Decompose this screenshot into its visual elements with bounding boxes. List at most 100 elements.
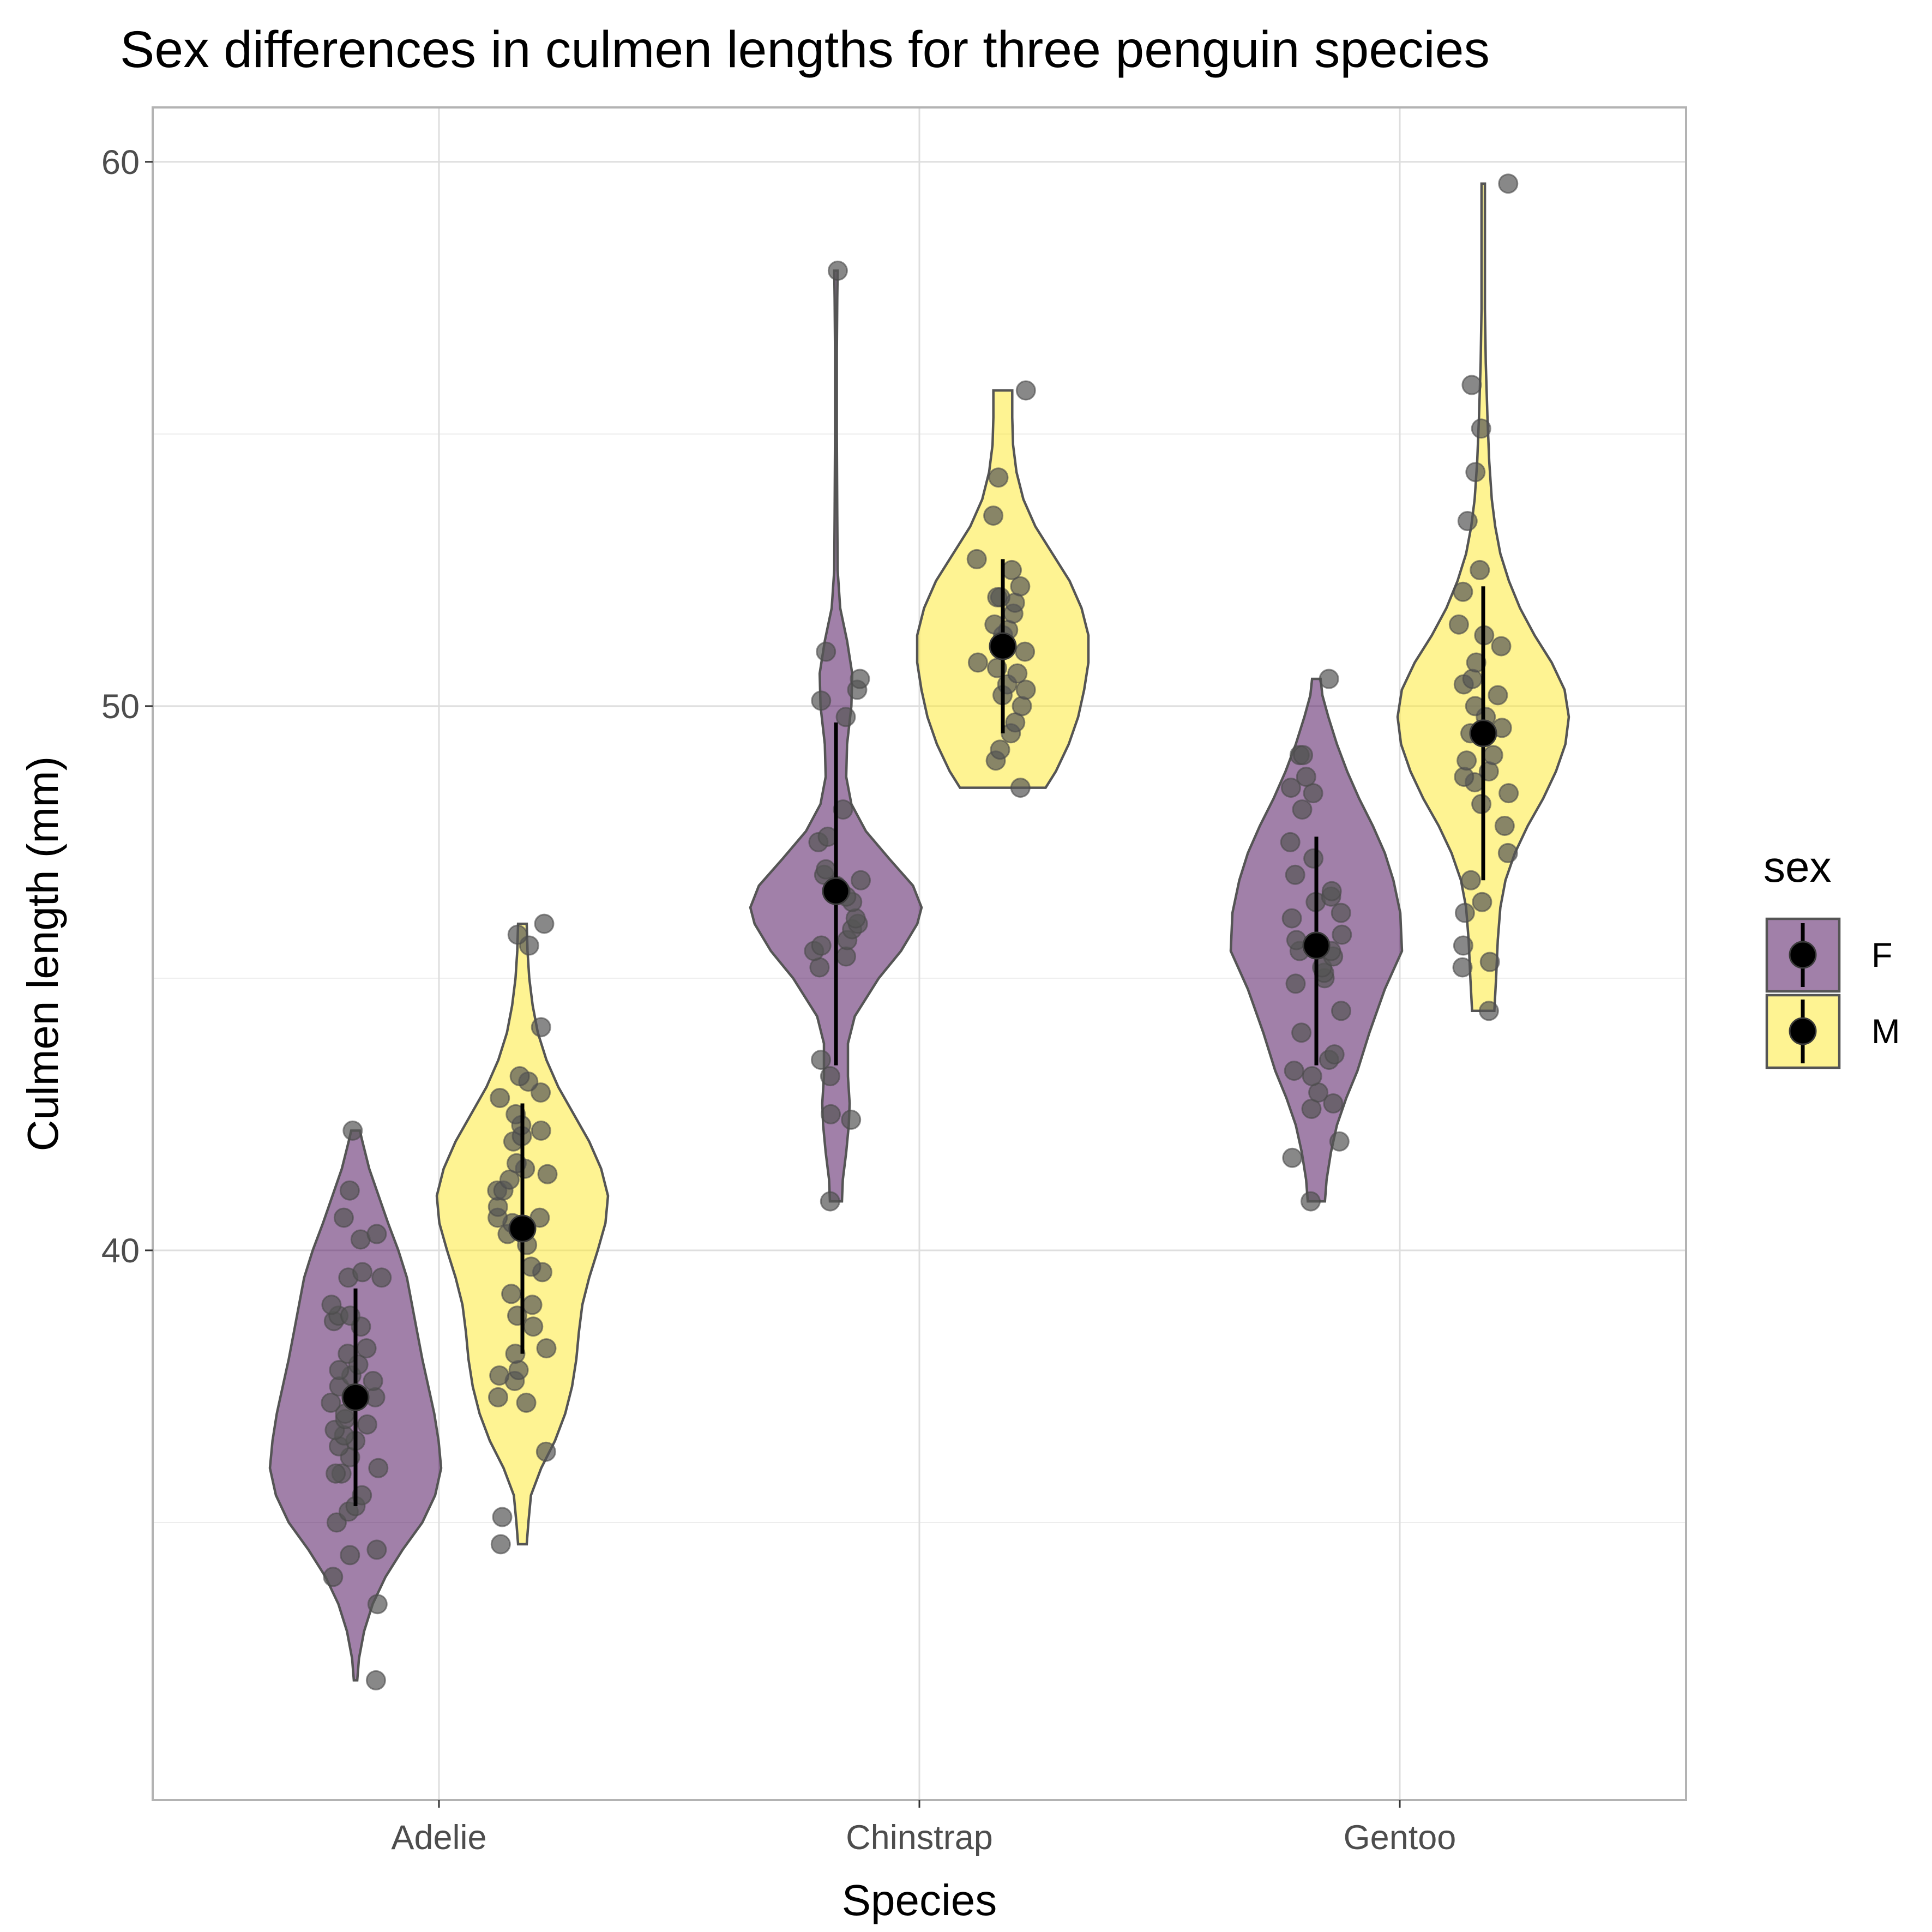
data-point bbox=[1319, 669, 1339, 689]
data-point bbox=[323, 1567, 344, 1587]
data-point bbox=[833, 799, 853, 820]
data-point bbox=[1285, 864, 1305, 885]
data-point bbox=[1466, 652, 1486, 673]
mean-point-adelie-F bbox=[341, 1383, 370, 1411]
data-point bbox=[535, 1441, 556, 1462]
data-point bbox=[505, 1104, 526, 1124]
y-tick-label: 60 bbox=[101, 143, 140, 182]
data-point bbox=[365, 1670, 386, 1690]
legend-label-F: F bbox=[1871, 936, 1892, 974]
data-point bbox=[1015, 380, 1036, 401]
mean-point-chinstrap-F bbox=[822, 877, 850, 905]
y-axis-title: Culmen length (mm) bbox=[19, 756, 67, 1152]
data-point bbox=[821, 1104, 841, 1124]
data-point bbox=[841, 1109, 862, 1130]
data-point bbox=[1324, 1044, 1345, 1065]
legend-key-point-M bbox=[1789, 1017, 1817, 1045]
x-axis-ticks: Adelie Chinstrap Gentoo bbox=[391, 1800, 1456, 1857]
chart-title: Sex differences in culmen lengths for th… bbox=[120, 21, 1490, 79]
data-point bbox=[536, 1338, 557, 1359]
data-point bbox=[1460, 870, 1481, 890]
data-point bbox=[521, 1256, 541, 1277]
data-point bbox=[1010, 576, 1031, 597]
legend-label-M: M bbox=[1871, 1013, 1900, 1051]
data-point bbox=[1461, 375, 1482, 395]
data-point bbox=[1002, 559, 1022, 580]
data-point bbox=[811, 1050, 831, 1070]
data-point bbox=[531, 1017, 551, 1038]
data-point bbox=[492, 1507, 513, 1527]
data-point bbox=[537, 1164, 558, 1184]
data-point bbox=[342, 1120, 363, 1141]
data-point bbox=[990, 739, 1010, 760]
data-point bbox=[371, 1267, 392, 1288]
x-tick-label-chinstrap: Chinstrap bbox=[846, 1819, 993, 1857]
data-point bbox=[1453, 581, 1473, 602]
data-point bbox=[816, 859, 836, 880]
data-point bbox=[851, 870, 871, 890]
data-point bbox=[816, 641, 836, 662]
data-point bbox=[1454, 767, 1474, 787]
data-point bbox=[531, 1120, 551, 1141]
data-point bbox=[1296, 767, 1316, 787]
data-point bbox=[340, 1545, 360, 1566]
data-point bbox=[516, 1392, 537, 1413]
data-point bbox=[1454, 902, 1475, 923]
data-point bbox=[983, 505, 1004, 526]
mean-point-adelie-M bbox=[508, 1214, 537, 1243]
data-point bbox=[827, 260, 848, 281]
data-point bbox=[1488, 685, 1508, 706]
data-point bbox=[1491, 636, 1512, 657]
data-point bbox=[490, 1088, 510, 1108]
data-point bbox=[489, 1365, 510, 1386]
data-point bbox=[509, 1066, 530, 1087]
data-point bbox=[363, 1371, 383, 1391]
data-point bbox=[326, 1463, 346, 1484]
data-point bbox=[1010, 778, 1031, 798]
data-point bbox=[1471, 418, 1491, 439]
x-tick-label-gentoo: Gentoo bbox=[1344, 1819, 1456, 1857]
data-point bbox=[966, 549, 987, 569]
data-point bbox=[321, 1392, 341, 1413]
data-point bbox=[508, 1360, 529, 1380]
data-point bbox=[1329, 1131, 1350, 1152]
data-point bbox=[534, 913, 555, 934]
data-point bbox=[1301, 1191, 1321, 1212]
data-point bbox=[835, 707, 856, 727]
data-point bbox=[1456, 750, 1477, 771]
data-point bbox=[811, 690, 832, 711]
summary-pointranges bbox=[341, 559, 1497, 1507]
data-point bbox=[1291, 1022, 1312, 1043]
data-point bbox=[1462, 669, 1483, 689]
data-point bbox=[1302, 1066, 1322, 1087]
data-point bbox=[1281, 908, 1302, 929]
data-point bbox=[1331, 1001, 1351, 1021]
data-point bbox=[501, 1284, 522, 1304]
data-point bbox=[329, 1360, 350, 1380]
data-point bbox=[357, 1414, 377, 1435]
data-point bbox=[1478, 1001, 1499, 1021]
data-point bbox=[1015, 679, 1036, 700]
data-point bbox=[1494, 816, 1515, 836]
data-point bbox=[820, 1066, 840, 1087]
data-point bbox=[352, 1262, 373, 1283]
data-point bbox=[1285, 973, 1306, 994]
data-point bbox=[1470, 559, 1490, 580]
data-point bbox=[1292, 799, 1313, 820]
mean-point-gentoo-M bbox=[1469, 719, 1497, 748]
data-point bbox=[1321, 881, 1342, 901]
x-axis-title: Species bbox=[842, 1876, 997, 1924]
data-point bbox=[1457, 511, 1478, 531]
data-point bbox=[1465, 462, 1486, 483]
data-point bbox=[850, 669, 870, 689]
data-point bbox=[1497, 842, 1518, 863]
mean-point-gentoo-F bbox=[1302, 931, 1331, 960]
y-axis-ticks: 40 50 60 bbox=[101, 143, 153, 1270]
data-point bbox=[333, 1207, 354, 1228]
data-point bbox=[1012, 696, 1032, 717]
data-point bbox=[1280, 832, 1301, 852]
data-point bbox=[1448, 614, 1469, 635]
data-point bbox=[366, 1224, 387, 1244]
data-point bbox=[1284, 1061, 1304, 1081]
data-point bbox=[1282, 1147, 1303, 1168]
